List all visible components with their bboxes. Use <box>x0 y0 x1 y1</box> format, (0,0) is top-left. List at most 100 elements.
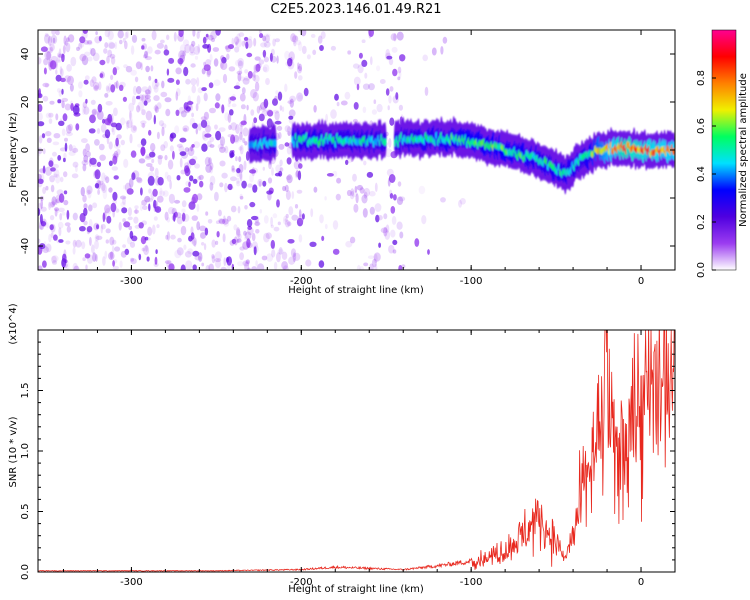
noise-speck <box>386 55 393 60</box>
noise-speck <box>66 64 72 72</box>
noise-speck <box>65 261 70 270</box>
noise-speck <box>63 157 66 163</box>
noise-speck <box>38 207 41 217</box>
noise-speck <box>228 44 234 50</box>
noise-speck <box>94 36 101 44</box>
noise-speck <box>112 155 118 165</box>
colorbar-tick-label: 0.0 <box>696 262 707 278</box>
noise-speck <box>107 49 113 58</box>
noise-speck <box>227 133 235 138</box>
noise-speck <box>243 76 251 81</box>
noise-speck <box>153 216 158 221</box>
noise-speck <box>144 94 151 99</box>
noise-speck <box>156 102 162 110</box>
noise-speck <box>197 176 202 181</box>
noise-speck <box>239 246 245 251</box>
noise-speck <box>190 63 196 68</box>
noise-speck <box>126 119 133 129</box>
noise-speck <box>136 105 141 113</box>
noise-speck <box>64 142 68 152</box>
noise-speck <box>209 162 214 170</box>
noise-speck <box>82 148 87 157</box>
noise-speck <box>157 195 164 203</box>
noise-speck <box>94 240 99 250</box>
noise-speck <box>346 189 352 197</box>
snr-y-axis-label: SNR (10 * v/v) <box>8 416 19 487</box>
noise-speck <box>154 78 158 84</box>
noise-speck <box>230 205 237 213</box>
noise-speck <box>294 71 298 79</box>
noise-speck <box>274 110 280 121</box>
noise-speck <box>220 61 228 70</box>
noise-speck <box>207 219 213 224</box>
noise-speck <box>275 164 282 173</box>
noise-speck <box>203 64 211 72</box>
noise-speck <box>65 131 73 137</box>
noise-speck <box>86 185 93 195</box>
noise-speck <box>146 163 153 167</box>
noise-speck <box>230 134 236 144</box>
noise-speck <box>41 133 46 139</box>
noise-speck <box>49 60 57 70</box>
noise-speck <box>332 220 339 230</box>
noise-speck <box>198 252 203 262</box>
noise-speck <box>108 42 116 49</box>
noise-speck <box>352 173 357 182</box>
noise-speck <box>287 239 295 244</box>
noise-speck <box>257 178 263 187</box>
noise-speck <box>330 45 336 51</box>
noise-speck <box>154 167 159 178</box>
noise-speck <box>140 123 146 128</box>
noise-speck <box>66 225 71 233</box>
noise-speck <box>374 263 378 270</box>
noise-speck <box>177 58 184 65</box>
noise-speck <box>72 239 77 248</box>
noise-speck <box>38 173 42 180</box>
noise-speck <box>152 203 158 208</box>
noise-speck <box>374 203 382 212</box>
noise-speck <box>141 94 147 103</box>
noise-speck <box>238 233 242 240</box>
noise-speck <box>178 30 184 38</box>
noise-speck <box>148 129 152 136</box>
noise-speck <box>278 247 283 255</box>
noise-speck <box>239 193 243 200</box>
noise-speck <box>254 220 260 227</box>
noise-speck <box>192 250 200 257</box>
noise-speck <box>76 46 80 52</box>
noise-speck <box>263 56 269 63</box>
noise-speck <box>146 256 150 262</box>
noise-speck <box>240 104 246 110</box>
noise-speck <box>144 236 149 241</box>
noise-speck <box>220 139 224 150</box>
noise-speck <box>205 124 211 134</box>
noise-speck <box>102 118 106 124</box>
noise-speck <box>285 61 293 67</box>
noise-speck <box>249 201 256 208</box>
noise-speck <box>108 251 115 261</box>
noise-speck <box>246 52 253 58</box>
noise-speck <box>120 195 127 200</box>
noise-speck <box>292 35 297 45</box>
noise-speck <box>38 89 41 99</box>
noise-speck <box>112 191 118 201</box>
x-tick-label: -300 <box>120 276 143 287</box>
noise-speck <box>421 215 427 225</box>
noise-speck <box>324 223 328 230</box>
noise-speck <box>387 105 390 111</box>
signal-blob <box>273 139 277 147</box>
noise-speck <box>258 113 265 122</box>
noise-speck <box>245 259 250 265</box>
noise-speck <box>235 41 238 46</box>
noise-speck <box>286 157 292 165</box>
noise-speck <box>51 255 59 262</box>
noise-speck <box>184 165 190 174</box>
noise-speck <box>218 127 226 132</box>
noise-speck <box>246 104 249 111</box>
noise-speck <box>300 30 307 37</box>
noise-speck <box>164 171 169 179</box>
noise-speck <box>108 187 113 193</box>
noise-speck <box>135 61 142 70</box>
noise-speck <box>124 248 130 255</box>
noise-speck <box>195 127 198 135</box>
